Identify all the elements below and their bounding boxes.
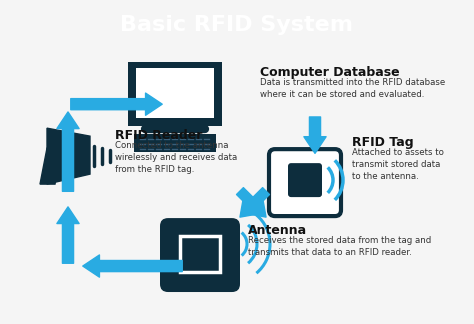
Text: Basic RFID System: Basic RFID System: [120, 15, 354, 35]
Text: Connected to the antenna
wirelessly and receives data
from the RFID tag.: Connected to the antenna wirelessly and …: [115, 141, 237, 174]
FancyBboxPatch shape: [134, 134, 216, 152]
Text: Data is transmitted into the RFID database
where it can be stored and evaluated.: Data is transmitted into the RFID databa…: [260, 78, 445, 99]
Text: Computer Database: Computer Database: [260, 66, 400, 79]
Text: Attached to assets to
transmit stored data
to the antenna.: Attached to assets to transmit stored da…: [352, 148, 444, 181]
FancyBboxPatch shape: [136, 68, 214, 118]
FancyBboxPatch shape: [269, 149, 341, 216]
FancyBboxPatch shape: [288, 163, 322, 197]
FancyBboxPatch shape: [128, 62, 222, 126]
Polygon shape: [47, 128, 90, 184]
Polygon shape: [40, 148, 62, 184]
FancyBboxPatch shape: [180, 236, 220, 272]
Text: Antenna: Antenna: [248, 224, 307, 237]
Text: RFID Reader: RFID Reader: [115, 129, 202, 142]
Text: Receives the stored data from the tag and
transmits that data to an RFID reader.: Receives the stored data from the tag an…: [248, 236, 431, 257]
FancyBboxPatch shape: [160, 218, 240, 292]
Text: RFID Tag: RFID Tag: [352, 136, 414, 149]
